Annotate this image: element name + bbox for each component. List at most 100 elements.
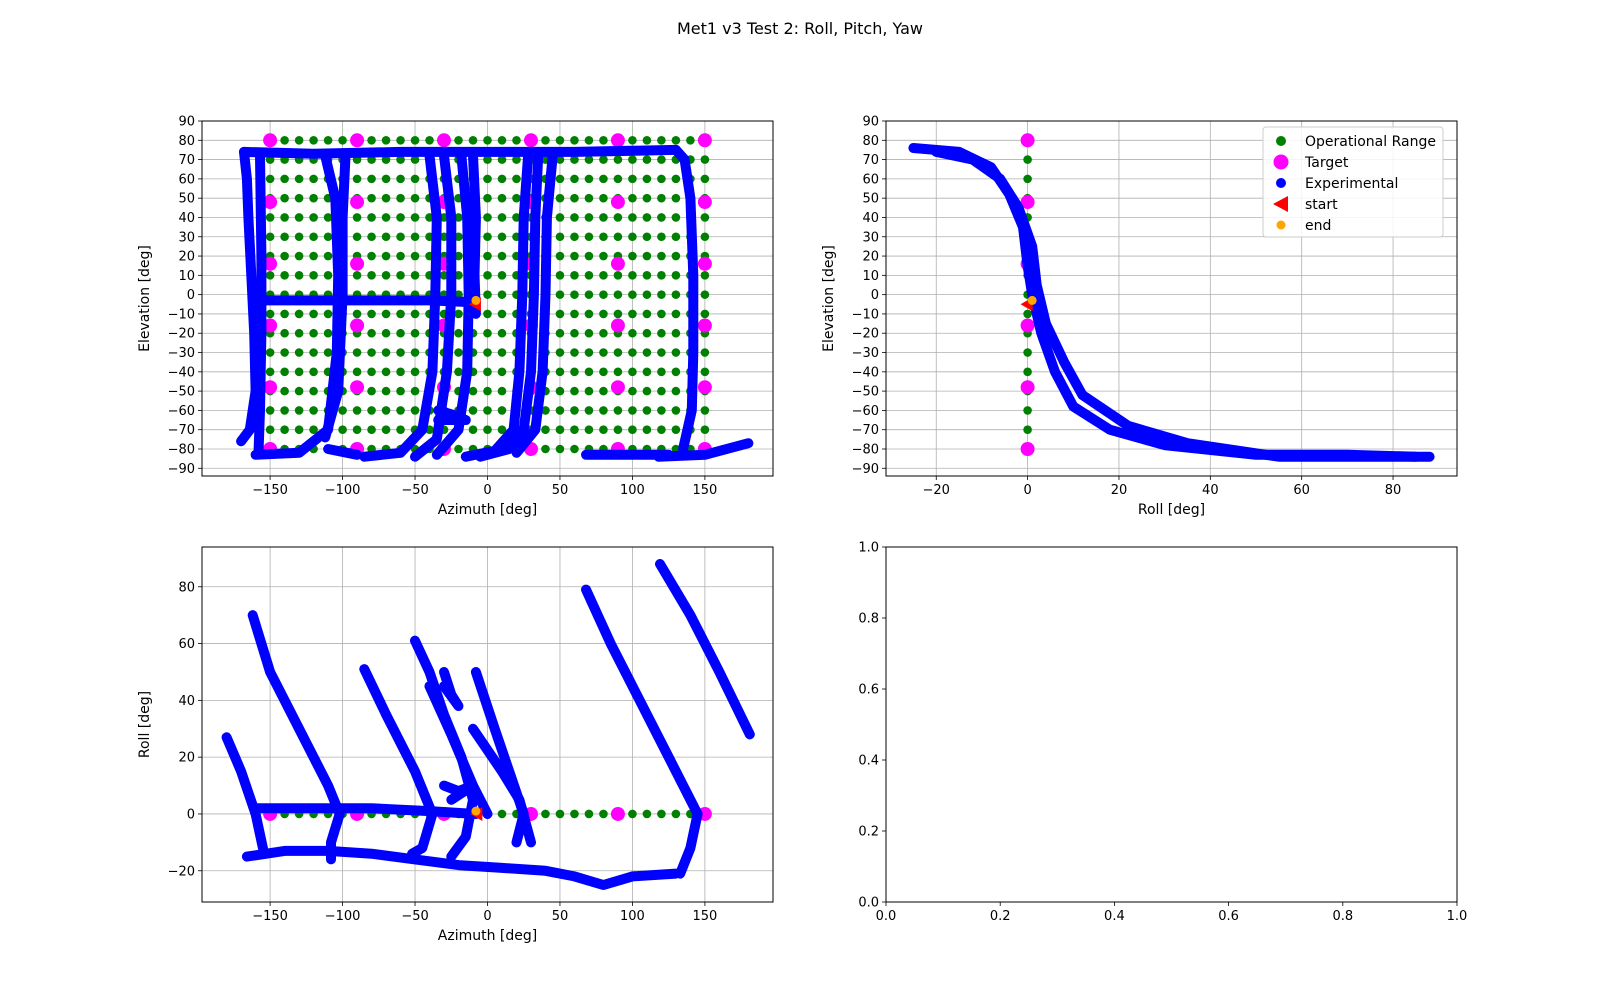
operational-range-point (657, 290, 666, 299)
target-point (263, 256, 278, 271)
operational-range-point (309, 251, 318, 261)
target-point (523, 133, 538, 148)
y-tick-label: 40 (178, 694, 195, 709)
operational-range-point (381, 271, 391, 280)
plot-area (221, 559, 755, 890)
operational-range-point (265, 232, 275, 242)
end-marker (471, 806, 481, 816)
operational-range-point (1023, 348, 1032, 357)
y-tick-label: −90 (168, 462, 195, 477)
operational-range-point (555, 367, 565, 377)
operational-range-point (497, 309, 507, 319)
operational-range-point (700, 309, 710, 319)
operational-range-point (381, 174, 391, 184)
y-ticks: −90 −80 −70 −60 −50 −40 −30 −20 −10 0 10 20 30 40 50 60… (168, 115, 202, 477)
y-tick-label: 70 (178, 153, 195, 168)
x-tick-label: 1.0 (1447, 909, 1468, 924)
operational-range-point (657, 193, 666, 203)
operational-range-point (700, 174, 710, 184)
operational-range-point (671, 425, 681, 434)
azimuth-elevation-panel: −150 −100 −50 0 50 100 150 −90−80−70−60−50−40−… (137, 115, 774, 518)
operational-range-point (497, 425, 507, 434)
operational-range-point (1023, 367, 1032, 377)
y-tick-label: 90 (862, 115, 879, 130)
operational-range-point (367, 309, 376, 319)
x-tick-label: 0.4 (1104, 909, 1125, 924)
operational-range-point (381, 135, 391, 145)
operational-range-point (555, 425, 565, 434)
x-tick-label: −50 (401, 483, 428, 498)
target-point (350, 133, 365, 148)
y-tick-label: −20 (168, 327, 195, 342)
operational-range-point (483, 309, 492, 319)
y-tick-label: −80 (168, 442, 195, 457)
experimental-trace-arc-5 (468, 150, 481, 319)
y-tick-label: −60 (852, 404, 879, 419)
operational-range-point (613, 348, 623, 357)
y-tick-label: 30 (178, 230, 195, 245)
operational-range-point (512, 193, 521, 203)
operational-range-point (381, 213, 391, 222)
experimental-trace-diag-6 (424, 681, 493, 819)
experimental-trace-blob (433, 405, 471, 425)
operational-range-point (294, 193, 304, 203)
operational-range-point (570, 309, 579, 319)
x-tick-label: −150 (252, 909, 288, 924)
target-point (350, 318, 365, 333)
operational-range-point (700, 271, 710, 280)
y-ticks: −20 0 20 40 60 80 (168, 580, 202, 879)
operational-range-point (599, 290, 608, 299)
legend-label: start (1305, 197, 1338, 213)
y-tick-label: 90 (178, 115, 195, 130)
operational-range-point (642, 406, 652, 415)
target-point (350, 380, 365, 395)
legend-box (1262, 126, 1444, 238)
operational-range-marker-icon (1276, 136, 1286, 146)
operational-range-point (280, 348, 289, 357)
operational-range-point (671, 174, 681, 184)
operational-range-point (599, 174, 608, 184)
operational-range-point (570, 290, 579, 299)
operational-range-point (628, 193, 637, 203)
operational-range-point (352, 348, 362, 357)
experimental-trace-s-curve-b (931, 146, 1435, 462)
operational-range-point (628, 328, 637, 338)
x-tick-label: 0.8 (1332, 909, 1353, 924)
operational-range-point (584, 328, 594, 338)
operational-range-point (700, 367, 710, 377)
y-tick-label: −50 (168, 385, 195, 400)
operational-range-point (280, 367, 289, 377)
operational-range-point (294, 309, 304, 319)
operational-range-point (497, 809, 507, 819)
operational-range-point (628, 251, 637, 261)
operational-range-point (454, 348, 463, 357)
operational-range-point (657, 213, 666, 222)
y-tick-label: −20 (852, 327, 879, 342)
operational-range-point (468, 406, 478, 415)
operational-range-point (570, 367, 579, 377)
y-tick-label: 80 (178, 580, 195, 595)
y-tick-label: 50 (862, 192, 879, 207)
legend-entry-operational-range: Operational Range (1276, 134, 1436, 150)
operational-range-point (599, 328, 608, 338)
figure-title: Met1 v3 Test 2: Roll, Pitch, Yaw (677, 19, 923, 38)
legend-entry-target: Target (1273, 154, 1349, 171)
y-tick-label: 60 (178, 172, 195, 187)
operational-range-point (642, 193, 652, 203)
legend-entry-start: start (1273, 196, 1338, 213)
operational-range-point (323, 251, 333, 261)
operational-range-point (642, 232, 652, 242)
experimental-trace-arc-40 (359, 150, 442, 462)
experimental-trace-vert-155 (253, 150, 267, 458)
operational-range-point (628, 271, 637, 280)
operational-range-point (309, 367, 318, 377)
operational-range-point (483, 425, 492, 434)
operational-range-point (541, 444, 550, 454)
operational-range-point (323, 135, 333, 145)
x-tick-label: 100 (620, 909, 645, 924)
operational-range-point (468, 135, 478, 145)
experimental-marker-icon (1276, 178, 1286, 188)
operational-range-point (265, 425, 275, 434)
operational-range-point (410, 328, 420, 338)
operational-range-point (584, 251, 594, 261)
